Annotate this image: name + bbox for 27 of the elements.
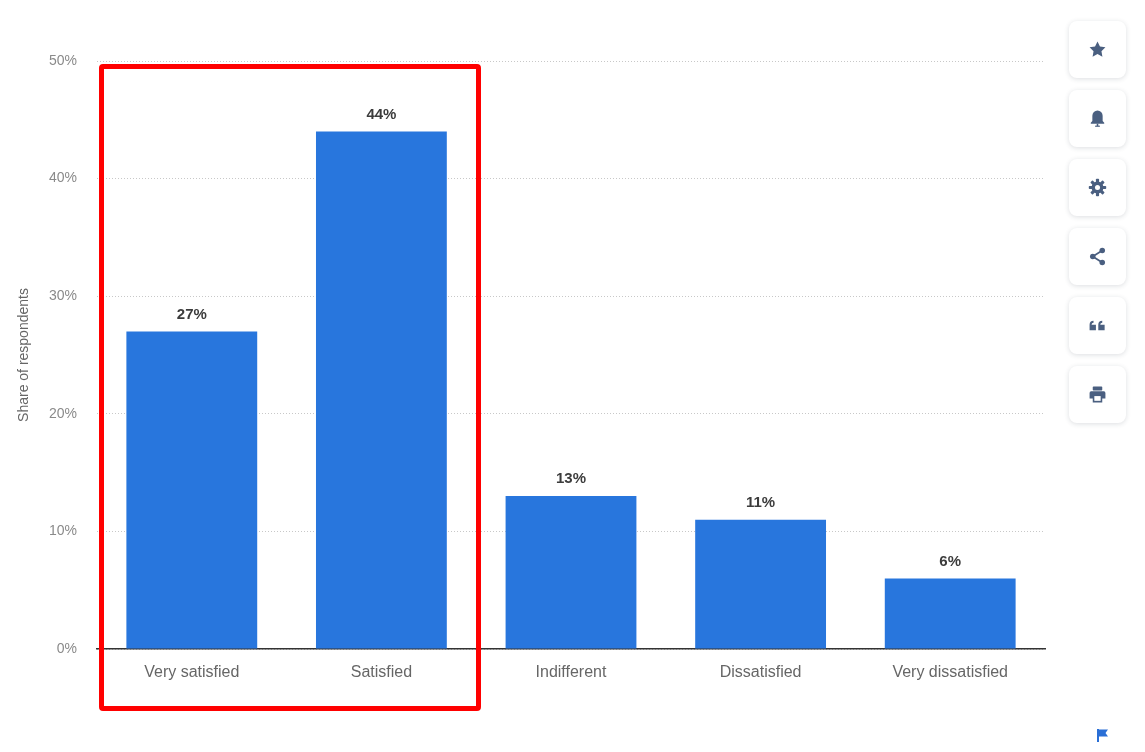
x-tick-label: Dissatisfied [719, 663, 802, 681]
y-axis-title: Share of respondents [15, 288, 32, 422]
settings-button[interactable] [1069, 159, 1126, 216]
x-tick-label: Very dissatisfied [892, 663, 1008, 681]
data-label: 6% [939, 551, 962, 569]
bar [695, 519, 827, 649]
star-button[interactable] [1069, 21, 1126, 78]
data-label: 27% [176, 304, 207, 322]
y-tick-label: 30% [48, 287, 77, 304]
print-button[interactable] [1069, 366, 1126, 423]
y-tick-label: 0% [56, 639, 77, 656]
x-tick-label: Indifferent [535, 663, 607, 681]
share-button[interactable] [1069, 228, 1126, 285]
bar [126, 331, 258, 649]
bar [884, 578, 1016, 649]
x-tick-label: Very satisfied [144, 663, 240, 681]
y-tick-label: 40% [48, 169, 77, 186]
x-tick-label: Satisfied [350, 663, 413, 681]
data-label: 11% [746, 492, 776, 510]
data-label: 44% [366, 104, 397, 122]
bar [505, 496, 637, 649]
y-tick-label: 20% [48, 404, 77, 421]
y-tick-label: 50% [48, 51, 77, 68]
y-tick-label: 10% [48, 522, 77, 539]
bell-button[interactable] [1069, 90, 1126, 147]
quote-button[interactable] [1069, 297, 1126, 354]
data-label: 13% [555, 469, 587, 487]
